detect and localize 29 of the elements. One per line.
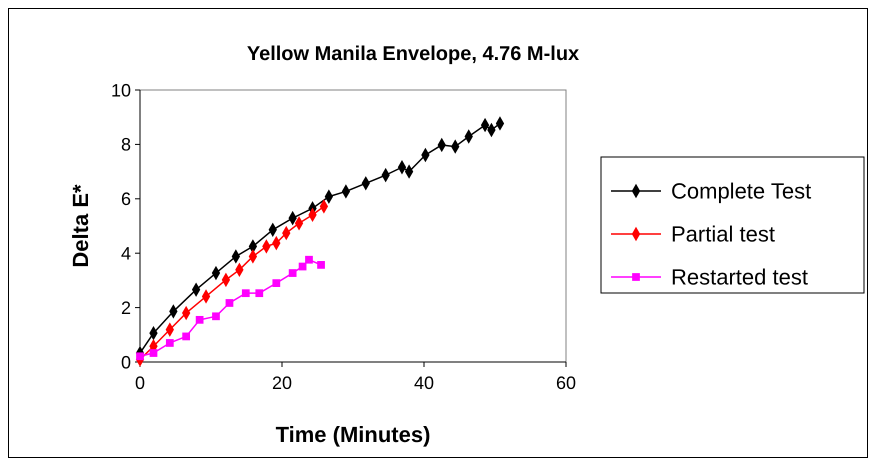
- y-tick-label: 10: [110, 80, 131, 100]
- point: [298, 262, 306, 270]
- point: [182, 332, 190, 340]
- point: [196, 316, 204, 324]
- x-tick-label: 20: [272, 373, 292, 393]
- legend-label: Partial test: [671, 222, 775, 247]
- chart-title: Yellow Manila Envelope, 4.76 M-lux: [246, 43, 580, 65]
- point: [226, 299, 234, 307]
- point: [166, 339, 174, 347]
- point: [317, 261, 325, 269]
- point: [255, 289, 264, 298]
- y-tick-label: 2: [120, 298, 131, 318]
- x-tick-label: 60: [556, 373, 576, 393]
- x-tick-label: 0: [134, 373, 146, 393]
- y-axis-title: Delta E*: [68, 184, 93, 268]
- legend-label: Restarted test: [671, 264, 808, 290]
- point: [272, 279, 280, 287]
- point: [305, 256, 313, 264]
- y-tick-label: 8: [120, 134, 131, 155]
- y-tick-label: 4: [120, 244, 131, 264]
- point: [212, 312, 220, 320]
- y-tick-label: 0: [120, 352, 131, 372]
- point: [150, 349, 158, 357]
- point: [242, 289, 250, 298]
- legend-label: Complete Test: [671, 178, 812, 204]
- x-tick-label: 40: [414, 373, 434, 393]
- y-tick-label: 6: [120, 189, 131, 210]
- x-axis-title: Time (Minutes): [276, 422, 430, 447]
- point: [288, 269, 297, 277]
